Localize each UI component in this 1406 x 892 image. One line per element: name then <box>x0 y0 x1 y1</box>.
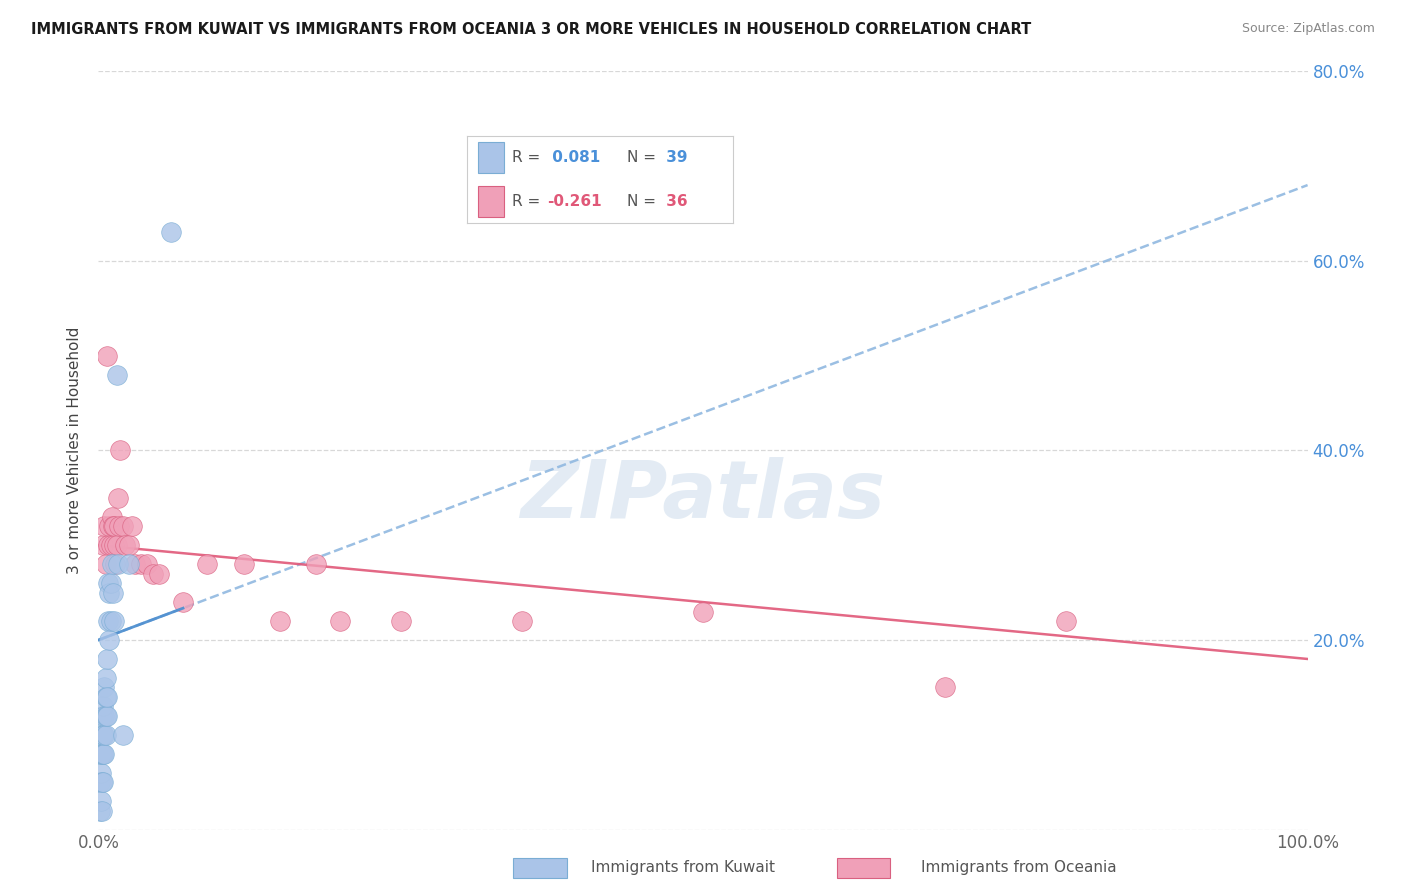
Point <box>98 519 121 533</box>
Point <box>94 708 117 723</box>
Point <box>692 605 714 619</box>
Text: ZIPatlas: ZIPatlas <box>520 457 886 535</box>
Point <box>98 633 121 648</box>
Point <box>91 708 114 723</box>
Point <box>91 699 114 714</box>
Point <box>94 557 117 572</box>
Point <box>96 708 118 723</box>
Point <box>91 728 114 742</box>
Point <box>107 491 129 505</box>
Point <box>96 349 118 363</box>
Point <box>96 652 118 666</box>
Point <box>94 728 117 742</box>
Point <box>98 585 121 599</box>
Point <box>97 614 120 628</box>
Point <box>101 519 124 533</box>
Text: IMMIGRANTS FROM KUWAIT VS IMMIGRANTS FROM OCEANIA 3 OR MORE VEHICLES IN HOUSEHOL: IMMIGRANTS FROM KUWAIT VS IMMIGRANTS FRO… <box>31 22 1031 37</box>
Point <box>934 681 956 695</box>
Point <box>114 538 136 552</box>
Point <box>195 557 218 572</box>
Point <box>100 614 122 628</box>
Point <box>94 671 117 685</box>
Point <box>89 775 111 789</box>
Point <box>172 595 194 609</box>
Point <box>100 538 122 552</box>
Point <box>111 728 134 742</box>
Point <box>93 519 115 533</box>
Point <box>96 690 118 704</box>
Point <box>90 765 112 780</box>
Y-axis label: 3 or more Vehicles in Household: 3 or more Vehicles in Household <box>67 326 83 574</box>
Point <box>142 566 165 581</box>
Point <box>1054 614 1077 628</box>
Point <box>93 747 115 761</box>
Point <box>135 557 157 572</box>
Point <box>103 538 125 552</box>
Text: Source: ZipAtlas.com: Source: ZipAtlas.com <box>1241 22 1375 36</box>
Text: Immigrants from Kuwait: Immigrants from Kuwait <box>591 860 775 874</box>
Point <box>90 794 112 808</box>
Point <box>100 509 122 524</box>
Point <box>389 614 412 628</box>
Point <box>510 614 533 628</box>
Point <box>121 519 143 533</box>
Point <box>97 538 120 552</box>
Point <box>91 747 114 761</box>
Point <box>103 519 125 533</box>
Point <box>104 557 127 572</box>
Point <box>97 576 120 591</box>
Point <box>93 728 115 742</box>
Point <box>91 775 114 789</box>
Point <box>105 368 128 382</box>
Point <box>305 557 328 572</box>
Point <box>232 557 254 572</box>
Point <box>329 614 352 628</box>
Point <box>160 226 183 240</box>
Point <box>90 747 112 761</box>
Point <box>118 557 141 572</box>
Point <box>124 557 146 572</box>
Point <box>91 747 114 761</box>
Point <box>91 775 114 789</box>
Point <box>118 538 141 552</box>
Point <box>101 585 124 599</box>
Point <box>91 804 114 818</box>
Point <box>111 519 134 533</box>
Point <box>108 519 131 533</box>
Point <box>269 614 291 628</box>
Point <box>105 538 128 552</box>
Point <box>94 690 117 704</box>
Point <box>129 557 152 572</box>
Point <box>107 557 129 572</box>
Point <box>93 708 115 723</box>
Point <box>93 681 115 695</box>
Point <box>108 443 131 458</box>
Text: Immigrants from Oceania: Immigrants from Oceania <box>921 860 1116 874</box>
Point <box>103 614 125 628</box>
Point <box>100 557 122 572</box>
Point <box>91 728 114 742</box>
Point <box>100 576 122 591</box>
Point <box>91 538 114 552</box>
Point <box>148 566 170 581</box>
Point <box>89 804 111 818</box>
